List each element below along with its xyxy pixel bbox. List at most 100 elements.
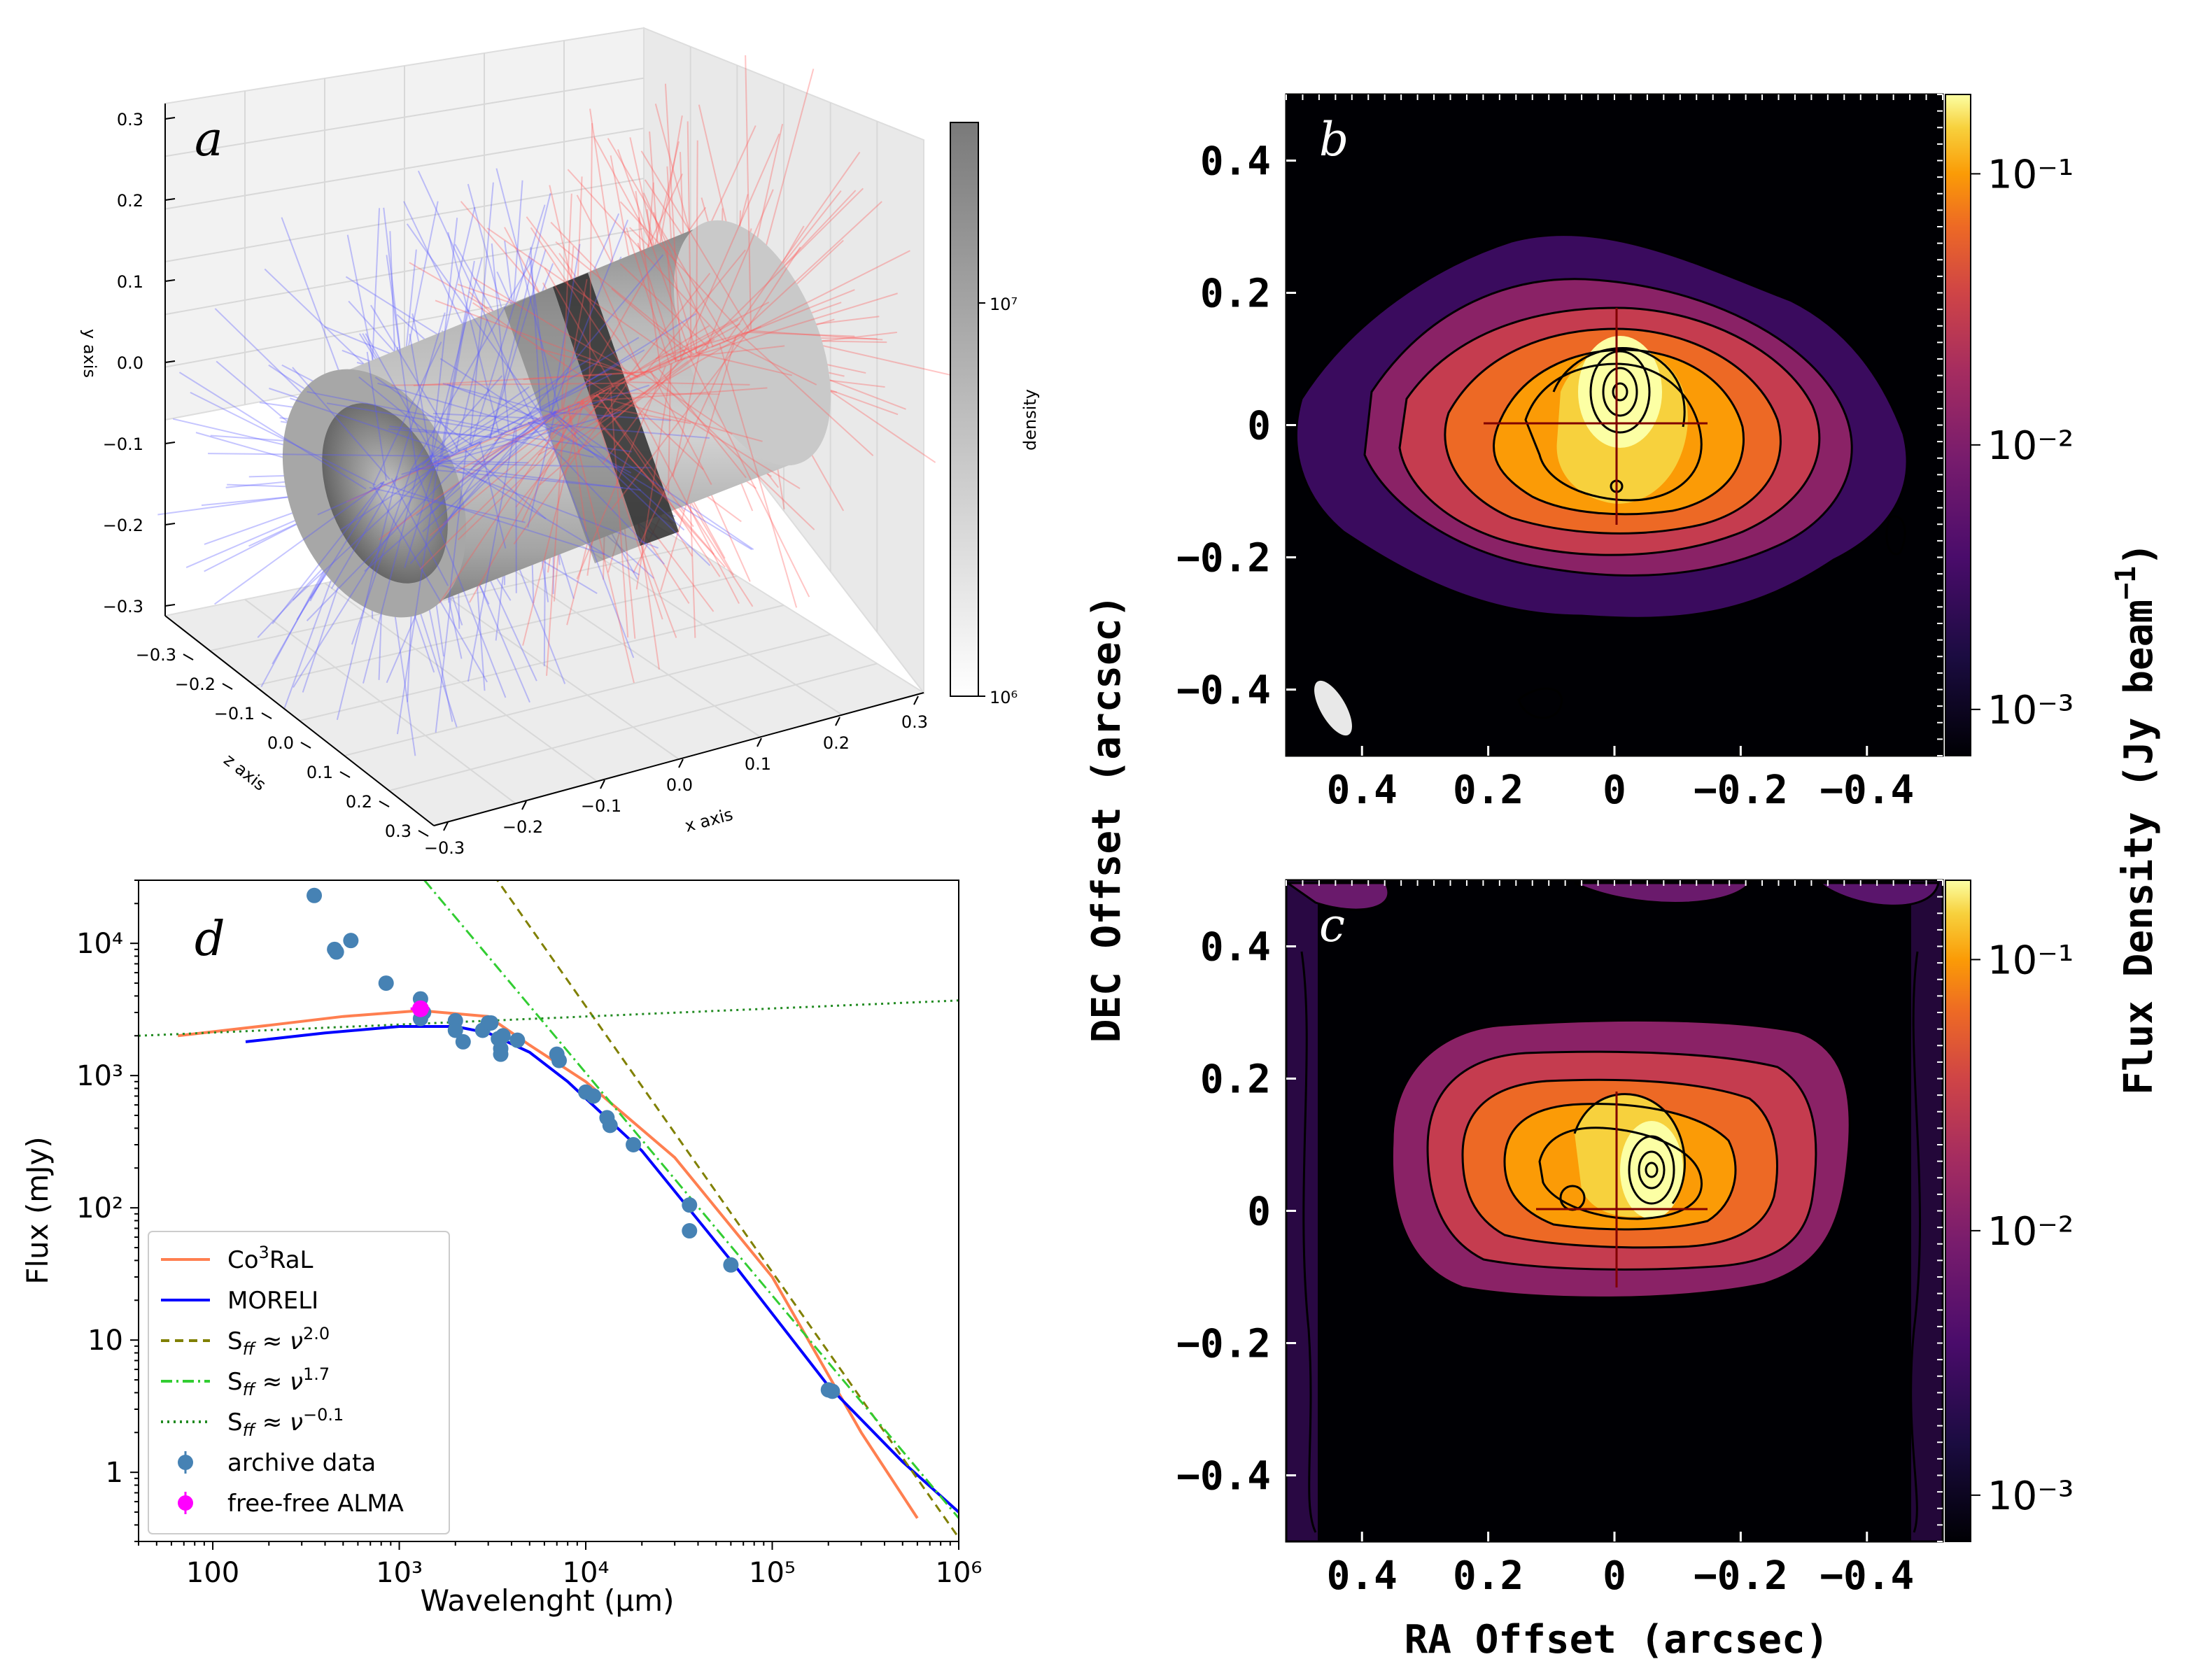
velocity-arrow [479, 394, 596, 481]
velocity-arrow [469, 182, 494, 446]
velocity-arrow [377, 382, 523, 426]
y-tick-label: 0 [1247, 1190, 1271, 1235]
velocity-arrow [472, 404, 572, 467]
velocity-arrow [396, 458, 440, 735]
map-b-contours [1295, 234, 1908, 719]
map-c-contours [1286, 882, 1940, 1533]
velocity-arrow [619, 263, 710, 349]
archive-data-point [723, 1257, 739, 1273]
y-tick-label: 10⁴ [76, 928, 123, 960]
velocity-arrow [530, 246, 542, 418]
panel-a-3d-plot: 0.3 0.2 0.1 0.0 −0.1 −0.2 −0.3 −0.3 −0.2 −0.1 0.0… [80, 27, 1040, 858]
x-tick-label: 0.1 [745, 754, 771, 774]
velocity-arrow [389, 425, 492, 439]
velocity-arrow [527, 411, 556, 528]
velocity-arrow [391, 382, 624, 386]
velocity-arrow [346, 408, 561, 503]
grid-lines [164, 41, 878, 805]
velocity-arrow [430, 431, 506, 514]
velocity-arrow [358, 376, 453, 454]
velocity-arrow [745, 55, 752, 331]
velocity-arrow [374, 376, 473, 446]
velocity-arrow [689, 355, 810, 598]
velocity-arrow [425, 463, 641, 491]
velocity-arrows-front [178, 55, 910, 735]
velocity-arrow [595, 268, 643, 376]
velocity-arrow [494, 395, 594, 442]
map-c-colorbar-ticks: 10⁻¹ 10⁻² 10⁻³ [1971, 938, 2074, 1519]
velocity-arrow [536, 418, 752, 551]
velocity-arrow [479, 442, 507, 549]
velocity-arrow [489, 192, 551, 439]
y-tick-label: 10³ [76, 1060, 123, 1092]
z-tick-label: 0.2 [346, 792, 372, 812]
velocity-arrow [410, 258, 534, 472]
x-tick-label: 10⁵ [749, 1557, 796, 1589]
velocity-arrow [439, 432, 502, 534]
velocity-arrow [537, 330, 753, 456]
velocity-arrow [640, 150, 751, 332]
velocity-arrow [629, 325, 761, 382]
legend-label: MORELI [227, 1287, 318, 1315]
z-tick-label: −0.3 [136, 645, 176, 665]
velocity-arrow [530, 227, 632, 381]
colorbar-tick-1e6: 10⁶ [990, 688, 1018, 707]
velocity-arrow [611, 288, 690, 357]
legend-label: Sff ≈ ν−0.1 [227, 1405, 344, 1440]
velocity-arrow [649, 372, 815, 530]
velocity-arrow [379, 482, 605, 556]
velocity-arrow [488, 249, 547, 439]
velocity-arrow [551, 243, 581, 413]
velocity-arrow [472, 302, 605, 392]
velocity-arrow [687, 345, 785, 358]
velocity-arrow [589, 397, 663, 620]
velocity-arrow [607, 138, 728, 341]
velocity-arrow [439, 403, 575, 604]
velocity-arrow [644, 374, 733, 435]
velocity-arrow [208, 453, 446, 457]
velocity-arrow [429, 462, 652, 469]
velocity-arrow [655, 331, 749, 360]
y-tick-label: −0.4 [1176, 668, 1271, 714]
velocity-arrow [747, 331, 855, 337]
x-axis-ticks: −0.3 −0.2 −0.1 0.0 0.1 0.2 0.3 [424, 696, 928, 858]
velocity-arrow [672, 351, 701, 477]
y-tick-label: −0.2 [103, 516, 143, 535]
velocity-arrow [573, 349, 705, 443]
velocity-arrow [567, 169, 726, 343]
legend-marker [178, 1495, 193, 1511]
velocity-arrow [307, 390, 507, 432]
archive-data-point [378, 975, 394, 991]
velocity-arrow [735, 201, 882, 338]
colorbar-tick-label: 10⁻³ [1987, 1474, 2074, 1519]
legend-label: archive data [227, 1449, 376, 1477]
velocity-arrow [395, 312, 446, 477]
y-tick-label: −0.4 [1176, 1454, 1271, 1499]
velocity-arrow [642, 192, 714, 347]
velocity-arrow [409, 333, 432, 463]
velocity-arrow [596, 393, 685, 512]
sed-legend: Co3RaL MORELI Sff ≈ ν2.0 Sff ≈ ν1.7 Sff ≈ ν−… [148, 1231, 450, 1534]
velocity-arrow [432, 412, 538, 420]
legend-label: Sff ≈ ν1.7 [227, 1364, 330, 1399]
velocity-arrow [552, 411, 671, 421]
x-tick-label: 0.2 [1453, 1553, 1523, 1599]
x-tick-label: 0.3 [901, 712, 928, 732]
colorbar-tick-1e7: 10⁷ [990, 295, 1018, 314]
velocity-arrow [577, 387, 768, 403]
velocity-arrow [434, 460, 529, 464]
velocity-arrow [504, 384, 650, 433]
velocity-arrow [642, 249, 746, 376]
velocity-arrow [472, 277, 639, 379]
velocity-arrow [214, 481, 383, 605]
x-tick-label: −0.4 [1820, 1553, 1914, 1599]
velocity-arrow [446, 383, 538, 420]
archive-data-point [328, 944, 344, 960]
x-tick-label: 0.2 [1453, 768, 1523, 813]
velocity-arrow [550, 412, 711, 567]
velocity-arrow [336, 476, 397, 721]
velocity-arrow [580, 400, 715, 556]
panel-d-letter: d [195, 912, 225, 967]
x-tick-label: −0.2 [1694, 1553, 1788, 1599]
